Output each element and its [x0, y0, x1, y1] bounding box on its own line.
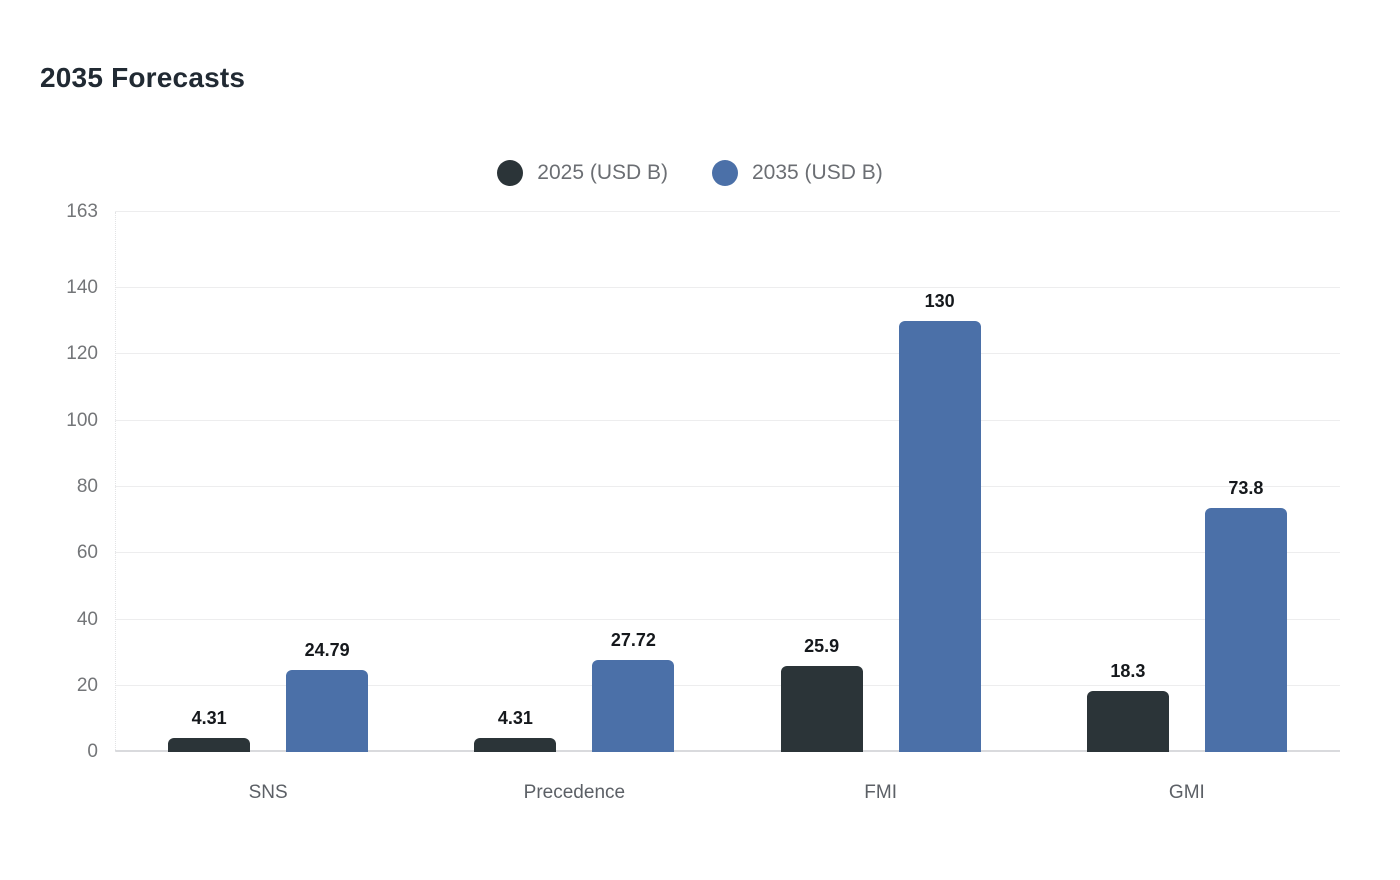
- x-axis-label-precedence: Precedence: [523, 782, 626, 803]
- y-axis-line: [115, 212, 116, 752]
- value-label-fmi-2025: 25.9: [804, 636, 840, 657]
- value-label-fmi-2035: 130: [924, 291, 955, 312]
- gridline: [115, 287, 1340, 289]
- legend-item-label: 2025 (USD B): [537, 161, 668, 184]
- y-tick-label: 40: [76, 608, 98, 630]
- bar-gmi-2035[interactable]: [1204, 507, 1287, 752]
- bar-sns-2035[interactable]: [286, 669, 369, 752]
- bar-precedence-2025[interactable]: [474, 737, 557, 752]
- legend-swatch-icon: [497, 160, 524, 186]
- gridline: [115, 419, 1340, 421]
- y-tick-label: 60: [76, 542, 98, 564]
- y-tick-label: 120: [66, 343, 98, 365]
- value-label-sns-2025: 4.31: [191, 707, 227, 728]
- gridline: [115, 211, 1340, 212]
- value-label-precedence-2035: 27.72: [610, 630, 656, 651]
- legend-item-label: 2035 (USD B): [752, 161, 883, 184]
- value-label-precedence-2025: 4.31: [497, 707, 533, 728]
- x-axis-label-gmi: GMI: [1168, 782, 1205, 803]
- y-tick-label: 0: [87, 741, 98, 762]
- chart-title: 2035 Forecasts: [40, 62, 246, 93]
- gridline: [115, 485, 1340, 487]
- legend-item-2025-usd-b[interactable]: 2025 (USD B): [497, 160, 668, 186]
- legend: 2025 (USD B) 2035 (USD B): [0, 160, 1380, 186]
- bar-fmi-2025[interactable]: [780, 666, 863, 752]
- y-tick-label: 80: [76, 475, 98, 497]
- y-tick-label: 140: [66, 277, 98, 299]
- legend-swatch-icon: [712, 160, 738, 186]
- gridline: [115, 618, 1340, 620]
- gridline: [115, 353, 1340, 355]
- value-label-gmi-2025: 18.3: [1110, 661, 1146, 682]
- value-label-sns-2035: 24.79: [304, 639, 350, 660]
- y-tick-label: 163: [66, 201, 98, 222]
- bar-fmi-2035[interactable]: [898, 321, 981, 752]
- x-axis-label-fmi: FMI: [864, 782, 897, 803]
- y-tick-label: 20: [76, 674, 98, 696]
- gridline: [115, 684, 1340, 686]
- gridline: [115, 552, 1340, 554]
- plot-area: 0 20 40 60 80 100 120 140 163 4.31 24.79 4.31 27.72…: [66, 201, 1340, 803]
- bar-sns-2025[interactable]: [168, 737, 251, 752]
- bar-gmi-2025[interactable]: [1086, 691, 1169, 752]
- x-axis-label-sns: SNS: [248, 782, 288, 803]
- y-tick-label: 100: [66, 409, 98, 431]
- legend-item-2035-usd-b[interactable]: 2035 (USD B): [712, 160, 883, 186]
- x-axis-baseline: [115, 750, 1340, 752]
- bar-precedence-2035[interactable]: [592, 660, 675, 752]
- value-label-gmi-2035: 73.8: [1228, 477, 1264, 498]
